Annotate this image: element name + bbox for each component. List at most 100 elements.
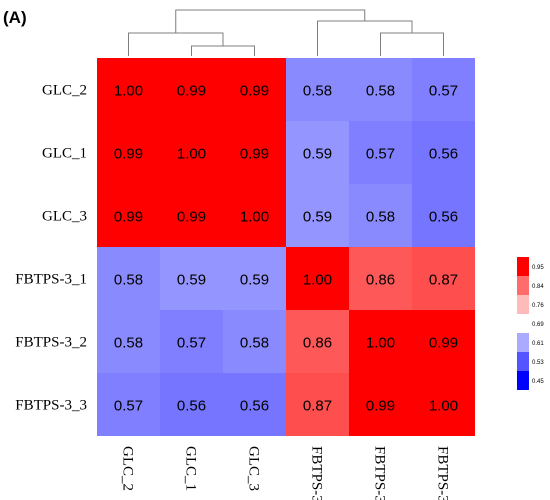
heatmap-cell <box>286 247 349 310</box>
heatmap-cell <box>97 373 160 436</box>
heatmap-value-label: 0.56 <box>429 209 458 226</box>
heatmap-cell <box>286 58 349 121</box>
heatmap-value-label: 1.00 <box>177 146 206 163</box>
heatmap-cell <box>412 310 475 373</box>
heatmap-cell <box>160 373 223 436</box>
row-label: GLC_1 <box>42 146 87 162</box>
heatmap-value-label: 1.00 <box>114 83 143 100</box>
heatmap-value-label: 0.59 <box>303 146 332 163</box>
legend-tick-label: 0.45 <box>532 379 544 385</box>
legend-swatch <box>517 295 529 314</box>
heatmap-value-label: 0.86 <box>303 335 332 352</box>
legend-swatch <box>517 257 529 276</box>
heatmap-cell <box>349 310 412 373</box>
heatmap-cell <box>223 247 286 310</box>
heatmap-cell <box>223 184 286 247</box>
heatmap-cell <box>286 373 349 436</box>
heatmap-value-label: 0.59 <box>240 272 269 289</box>
heatmap-value-label: 0.99 <box>177 209 206 226</box>
heatmap-value-label: 0.59 <box>303 209 332 226</box>
heatmap-cell <box>349 58 412 121</box>
heatmap-cells <box>97 58 475 436</box>
heatmap-value-label: 0.58 <box>114 335 143 352</box>
dendrogram-branch <box>128 32 224 56</box>
heatmap-value-label: 0.99 <box>114 209 143 226</box>
heatmap-cell <box>349 184 412 247</box>
legend-swatch <box>517 371 529 390</box>
heatmap-value-label: 0.57 <box>366 146 395 163</box>
legend-tick-label: 0.95 <box>532 265 544 271</box>
row-label: FBTPS-3_2 <box>15 335 87 351</box>
column-label: FBTPS-3_1 <box>309 446 325 500</box>
heatmap-value-label: 0.87 <box>429 272 458 289</box>
heatmap-value-labels: 1.00 0.99 0.99 0.58 0.58 0.57 0.99 1.00 0.99 0.59… <box>114 83 458 415</box>
dendrogram-branch <box>317 20 413 56</box>
legend-swatch <box>517 314 529 333</box>
heatmap-cell <box>349 373 412 436</box>
row-labels: GLC_2 GLC_1 GLC_3 FBTPS-3_1 FBTPS-3_2 FBTPS-3… <box>15 83 87 414</box>
color-scale-legend: 0.95 0.84 0.76 0.69 0.61 0.53 0.45 <box>517 257 544 390</box>
heatmap-cell <box>286 310 349 373</box>
heatmap-cell <box>412 121 475 184</box>
legend-swatch <box>517 352 529 371</box>
column-label: FBTPS-3_3 <box>435 446 451 500</box>
heatmap-value-label: 0.99 <box>114 146 143 163</box>
column-label: GLC_2 <box>120 446 136 491</box>
heatmap-value-label: 0.99 <box>429 335 458 352</box>
legend-swatch <box>517 276 529 295</box>
heatmap-cell <box>223 121 286 184</box>
heatmap-cell <box>223 373 286 436</box>
heatmap-value-label: 0.58 <box>114 272 143 289</box>
heatmap-value-label: 0.56 <box>429 146 458 163</box>
column-label: GLC_1 <box>183 446 199 491</box>
dendrogram-branch <box>191 45 255 56</box>
row-label: FBTPS-3_3 <box>15 398 87 414</box>
heatmap-value-label: 1.00 <box>429 398 458 415</box>
heatmap-cell <box>223 58 286 121</box>
heatmap-value-label: 1.00 <box>303 272 332 289</box>
legend-tick-label: 0.84 <box>532 284 544 290</box>
heatmap-value-label: 0.57 <box>429 83 458 100</box>
heatmap-value-label: 0.99 <box>240 146 269 163</box>
dendrogram-branch <box>380 32 444 56</box>
heatmap-cell <box>97 247 160 310</box>
legend-tick-label: 0.69 <box>532 322 544 328</box>
heatmap-value-label: 0.58 <box>240 335 269 352</box>
heatmap-cell <box>349 247 412 310</box>
row-label: GLC_3 <box>42 209 87 225</box>
row-label: FBTPS-3_1 <box>15 272 87 288</box>
heatmap-cell <box>97 184 160 247</box>
column-labels: GLC_2 GLC_1 GLC_3 FBTPS-3_1 FBTPS-3_2 FBTPS-3… <box>120 446 451 500</box>
heatmap-value-label: 0.59 <box>177 272 206 289</box>
heatmap-value-label: 0.99 <box>177 83 206 100</box>
row-label: GLC_2 <box>42 83 87 99</box>
heatmap-value-label: 0.57 <box>114 398 143 415</box>
heatmap-value-label: 0.99 <box>366 398 395 415</box>
heatmap-cell <box>160 310 223 373</box>
heatmap-cell <box>160 247 223 310</box>
heatmap-cell <box>97 310 160 373</box>
heatmap-cell <box>286 184 349 247</box>
legend-tick-label: 0.53 <box>532 360 544 366</box>
heatmap-value-label: 1.00 <box>240 209 269 226</box>
column-dendrogram <box>128 9 444 56</box>
heatmap-value-label: 0.58 <box>303 83 332 100</box>
column-label: GLC_3 <box>246 446 262 491</box>
panel-label: (A) <box>3 8 27 27</box>
legend-tick-label: 0.61 <box>532 341 544 347</box>
heatmap-cell <box>286 121 349 184</box>
heatmap-value-label: 0.58 <box>366 209 395 226</box>
heatmap-cell <box>160 184 223 247</box>
heatmap-value-label: 0.58 <box>366 83 395 100</box>
heatmap-value-label: 0.57 <box>177 335 206 352</box>
heatmap-cell <box>412 58 475 121</box>
heatmap-value-label: 0.99 <box>240 83 269 100</box>
heatmap-value-label: 0.87 <box>303 398 332 415</box>
legend-swatch <box>517 333 529 352</box>
heatmap-value-label: 0.56 <box>240 398 269 415</box>
heatmap-value-label: 1.00 <box>366 335 395 352</box>
column-label: FBTPS-3_2 <box>372 446 388 500</box>
heatmap-value-label: 0.56 <box>177 398 206 415</box>
dendrogram-branch <box>175 9 366 33</box>
